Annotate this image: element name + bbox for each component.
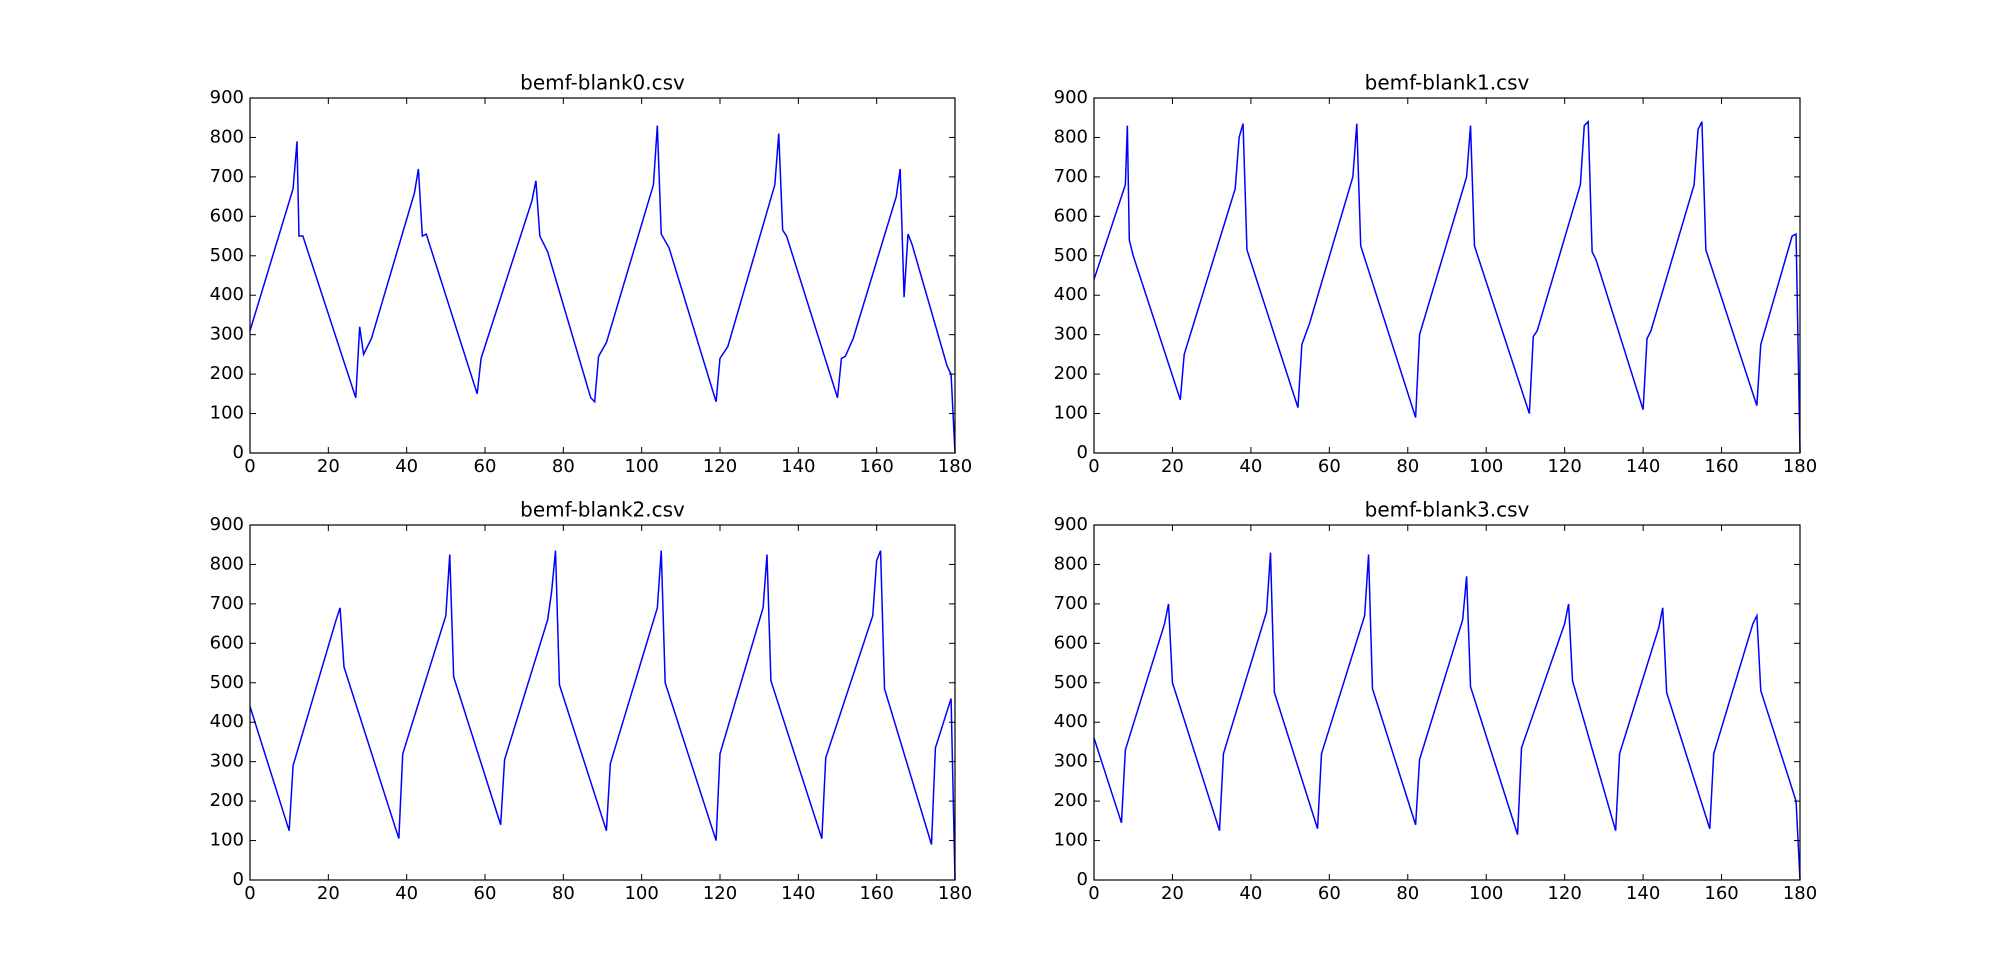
chart-title: bemf-blank1.csv [1365,71,1530,95]
y-tick-label: 600 [210,632,244,653]
x-tick-label: 180 [938,456,972,477]
chart-title: bemf-blank3.csv [1365,498,1530,522]
y-tick-label: 600 [1054,205,1088,226]
y-tick-label: 0 [1077,442,1088,463]
x-tick-label: 140 [781,883,815,904]
y-tick-label: 200 [210,790,244,811]
y-tick-label: 700 [210,593,244,614]
x-tick-label: 160 [859,456,893,477]
x-tick-label: 20 [317,883,340,904]
x-tick-label: 20 [317,456,340,477]
y-tick-label: 500 [210,245,244,266]
x-tick-label: 100 [624,456,658,477]
y-tick-label: 100 [1054,403,1088,424]
x-tick-label: 0 [1088,883,1099,904]
y-tick-label: 700 [210,166,244,187]
x-tick-label: 20 [1161,883,1184,904]
x-tick-label: 120 [1547,883,1581,904]
x-tick-label: 180 [1783,883,1817,904]
y-tick-label: 700 [1054,593,1088,614]
y-tick-label: 500 [210,672,244,693]
x-tick-label: 60 [1318,456,1341,477]
y-tick-label: 900 [210,514,244,535]
x-tick-label: 140 [1626,456,1660,477]
x-tick-label: 180 [938,883,972,904]
y-tick-label: 400 [1054,711,1088,732]
y-tick-label: 600 [1054,632,1088,653]
y-tick-label: 0 [233,869,244,890]
y-tick-label: 500 [1054,672,1088,693]
x-tick-label: 80 [552,456,575,477]
y-tick-label: 100 [210,403,244,424]
y-tick-label: 800 [1054,126,1088,147]
x-tick-label: 0 [1088,456,1099,477]
y-tick-label: 200 [1054,363,1088,384]
x-tick-label: 160 [1704,883,1738,904]
y-tick-label: 200 [1054,790,1088,811]
y-tick-label: 400 [210,711,244,732]
x-tick-label: 80 [1396,883,1419,904]
axes-frame [1093,97,1801,454]
x-tick-label: 160 [1704,456,1738,477]
data-line [1093,119,1801,454]
x-tick-label: 40 [395,883,418,904]
y-tick-label: 300 [210,324,244,345]
x-tick-label: 120 [703,456,737,477]
y-tick-label: 100 [210,830,244,851]
data-line [1093,552,1801,881]
y-tick-label: 800 [210,553,244,574]
x-tick-label: 100 [1469,883,1503,904]
y-tick-label: 100 [1054,830,1088,851]
x-tick-label: 140 [1626,883,1660,904]
axes-frame [249,97,956,454]
x-tick-label: 80 [1396,456,1419,477]
y-tick-label: 900 [1054,514,1088,535]
x-tick-label: 60 [1318,883,1341,904]
y-tick-label: 300 [210,751,244,772]
y-tick-label: 700 [1054,166,1088,187]
y-tick-label: 800 [1054,553,1088,574]
y-tick-label: 0 [233,442,244,463]
x-tick-label: 0 [244,883,255,904]
y-tick-label: 400 [1054,284,1088,305]
y-tick-label: 900 [210,87,244,108]
y-tick-label: 800 [210,126,244,147]
x-tick-label: 140 [781,456,815,477]
axes-frame [249,524,956,881]
x-tick-label: 40 [395,456,418,477]
y-tick-label: 300 [1054,324,1088,345]
x-tick-label: 40 [1239,883,1262,904]
y-tick-label: 500 [1054,245,1088,266]
x-tick-label: 60 [474,456,497,477]
y-tick-label: 200 [210,363,244,384]
axes-frame [1093,524,1801,881]
x-tick-label: 160 [859,883,893,904]
y-tick-label: 600 [210,205,244,226]
y-tick-label: 400 [210,284,244,305]
x-tick-label: 120 [703,883,737,904]
y-tick-label: 0 [1077,869,1088,890]
x-tick-label: 60 [474,883,497,904]
x-tick-label: 20 [1161,456,1184,477]
x-tick-label: 80 [552,883,575,904]
x-tick-label: 120 [1547,456,1581,477]
chart-title: bemf-blank0.csv [520,71,685,95]
chart-title: bemf-blank2.csv [520,498,685,522]
x-tick-label: 100 [1469,456,1503,477]
x-tick-label: 100 [624,883,658,904]
x-tick-label: 0 [244,456,255,477]
x-tick-label: 180 [1783,456,1817,477]
x-tick-label: 40 [1239,456,1262,477]
y-tick-label: 900 [1054,87,1088,108]
data-line [249,550,956,881]
data-line [249,125,956,454]
y-tick-label: 300 [1054,751,1088,772]
